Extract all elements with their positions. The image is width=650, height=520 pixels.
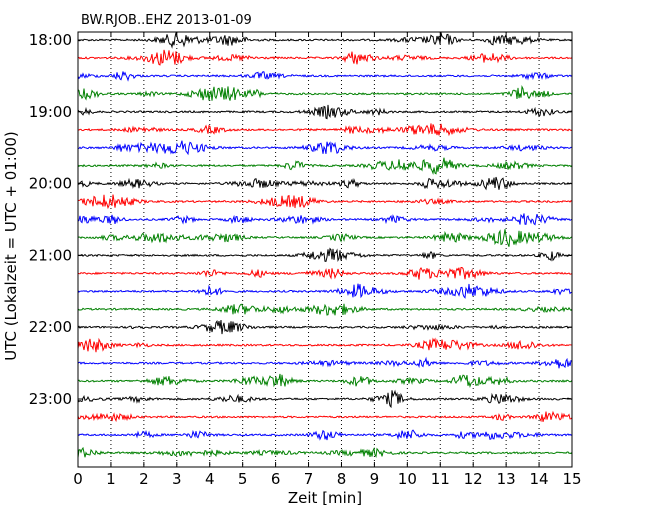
y-axis: 18:00 19:00 20:00 21:00 22:00 23:00 — [29, 31, 572, 408]
x-tick-label-10: 10 — [398, 470, 417, 488]
x-tick-label-2: 2 — [139, 470, 149, 488]
trace-row-8 — [77, 176, 573, 191]
trace-row-12 — [77, 247, 573, 262]
y-tick-label-2: 20:00 — [29, 175, 72, 193]
x-tick-label-3: 3 — [172, 470, 182, 488]
x-tick-label-6: 6 — [271, 470, 281, 488]
trace-row-10 — [77, 213, 573, 226]
y-tick-label-1: 19:00 — [29, 103, 72, 121]
x-axis-title: Zeit [min] — [288, 489, 362, 507]
x-tick-label-9: 9 — [370, 470, 380, 488]
trace-row-16 — [77, 319, 573, 335]
y-tick-label-3: 21:00 — [29, 246, 72, 264]
trace-row-15 — [77, 303, 573, 316]
x-tick-label-0: 0 — [73, 470, 83, 488]
trace-row-6 — [77, 140, 573, 156]
trace-row-13 — [77, 266, 573, 280]
trace-row-11 — [77, 229, 573, 247]
x-tick-label-12: 12 — [464, 470, 483, 488]
trace-row-21 — [77, 410, 573, 423]
x-tick-label-11: 11 — [431, 470, 450, 488]
trace-row-4 — [77, 104, 573, 120]
trace-row-0 — [77, 32, 573, 49]
trace-row-20 — [77, 389, 573, 409]
x-tick-label-15: 15 — [562, 470, 581, 488]
trace-row-17 — [77, 337, 573, 353]
x-tick-label-14: 14 — [530, 470, 549, 488]
trace-row-19 — [77, 373, 573, 389]
vertical-grid — [110, 32, 540, 467]
y-tick-label-5: 23:00 — [29, 390, 72, 408]
trace-row-2 — [77, 71, 573, 82]
trace-row-14 — [77, 283, 573, 299]
trace-row-23 — [77, 446, 573, 458]
chart-title: BW.RJOB..EHZ 2013-01-09 — [81, 13, 252, 28]
x-tick-label-13: 13 — [497, 470, 516, 488]
x-tick-label-7: 7 — [304, 470, 314, 488]
plot-frame — [77, 31, 573, 468]
y-tick-label-0: 18:00 — [29, 31, 72, 49]
trace-row-7 — [77, 157, 573, 176]
y-tick-label-4: 22:00 — [29, 318, 72, 336]
y-axis-title: UTC (Lokalzeit = UTC + 01:00) — [2, 131, 20, 361]
trace-row-9 — [77, 194, 573, 210]
trace-group — [77, 32, 573, 458]
x-tick-label-1: 1 — [106, 470, 116, 488]
x-tick-label-4: 4 — [205, 470, 215, 488]
x-axis: 0 1 2 3 4 5 6 7 8 9 10 11 12 13 14 15 — [73, 32, 582, 488]
trace-row-1 — [77, 49, 573, 66]
x-tick-label-5: 5 — [238, 470, 248, 488]
trace-row-18 — [77, 356, 573, 369]
trace-row-5 — [77, 123, 573, 137]
trace-row-22 — [77, 429, 573, 441]
trace-row-3 — [77, 85, 573, 101]
x-tick-label-8: 8 — [337, 470, 347, 488]
